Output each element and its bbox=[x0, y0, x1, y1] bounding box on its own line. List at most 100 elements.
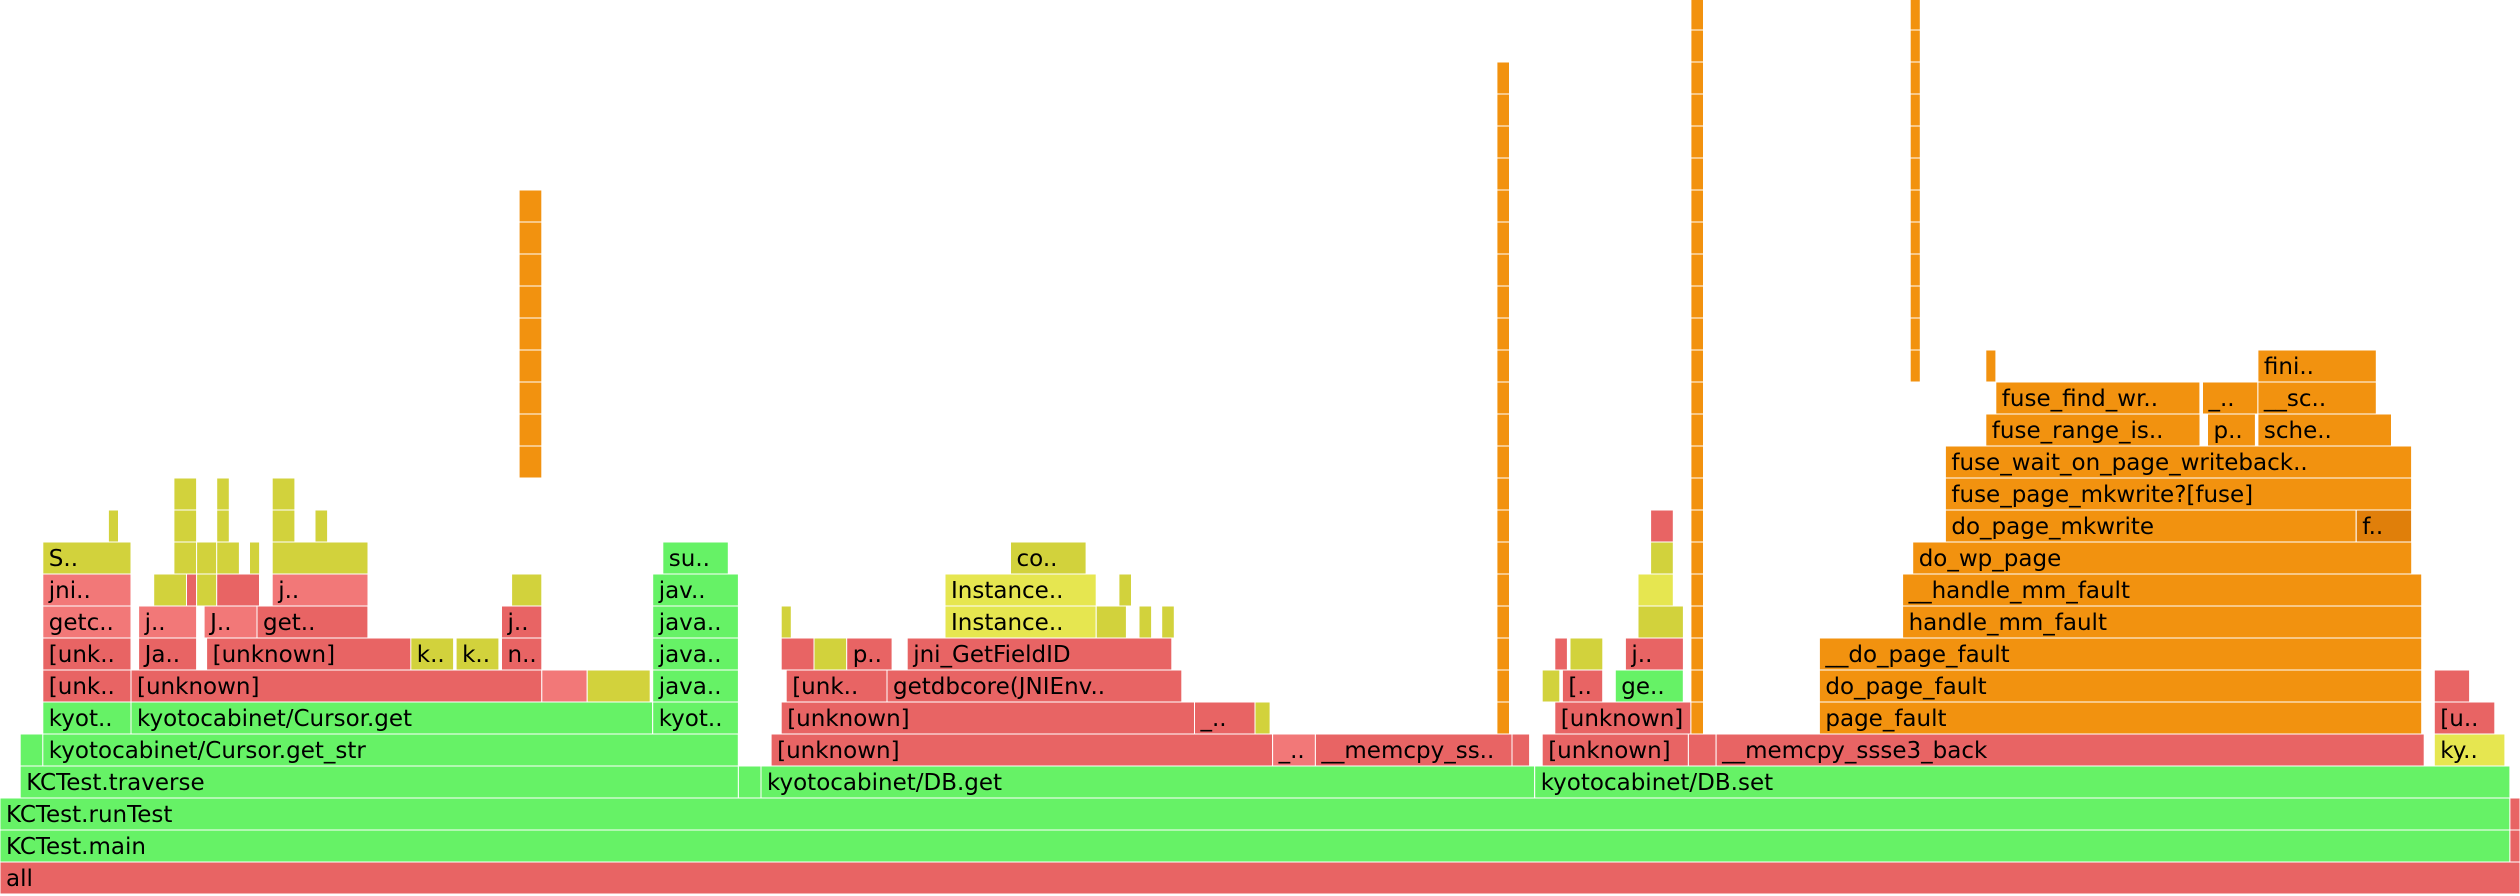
frame-rect[interactable] bbox=[813, 637, 848, 671]
frame-java[interactable]: java.. bbox=[652, 669, 739, 703]
frame-rect[interactable] bbox=[518, 253, 543, 287]
frame-frame[interactable] bbox=[1496, 93, 1511, 127]
frame-rect[interactable] bbox=[216, 573, 260, 607]
frame-rect[interactable] bbox=[1614, 669, 1684, 703]
frame-frame[interactable] bbox=[1690, 221, 1705, 255]
frame-rect[interactable] bbox=[1496, 605, 1511, 639]
frame-rect[interactable] bbox=[1690, 221, 1705, 255]
frame-sc[interactable]: __sc.. bbox=[2257, 381, 2377, 415]
frame-rect[interactable] bbox=[1690, 605, 1705, 639]
frame-j[interactable]: j.. bbox=[271, 573, 369, 607]
frame-j[interactable]: j.. bbox=[1624, 637, 1684, 671]
frame-frame[interactable] bbox=[1650, 509, 1674, 543]
frame-frame[interactable] bbox=[1690, 445, 1705, 479]
frame-rect[interactable] bbox=[1909, 285, 1921, 319]
frame-frame[interactable] bbox=[1496, 189, 1511, 223]
frame-frame[interactable] bbox=[1909, 221, 1921, 255]
frame-frame[interactable] bbox=[1496, 381, 1511, 415]
frame-frame[interactable] bbox=[1690, 29, 1705, 63]
frame-frame[interactable] bbox=[1690, 381, 1705, 415]
frame-frame[interactable] bbox=[1690, 477, 1705, 511]
frame-rect[interactable] bbox=[1496, 61, 1511, 95]
frame-j[interactable]: J.. bbox=[203, 605, 258, 639]
frame-frame[interactable] bbox=[1909, 349, 1921, 383]
frame-page-fault[interactable]: page_fault bbox=[1818, 701, 2423, 735]
frame-rect[interactable] bbox=[1254, 701, 1271, 735]
frame-rect[interactable] bbox=[2202, 381, 2259, 415]
frame-rect[interactable] bbox=[1909, 125, 1921, 159]
frame-rect[interactable] bbox=[1496, 445, 1511, 479]
frame-kctest-traverse[interactable]: KCTest.traverse bbox=[19, 765, 739, 799]
frame-fuse-range-is[interactable]: fuse_range_is.. bbox=[1985, 413, 2201, 447]
frame-rect[interactable] bbox=[42, 733, 739, 767]
frame-frame[interactable] bbox=[173, 477, 198, 511]
frame-frame[interactable] bbox=[1690, 125, 1705, 159]
frame-fini[interactable]: fini.. bbox=[2257, 349, 2377, 383]
frame-rect[interactable] bbox=[1161, 605, 1175, 639]
frame-rect[interactable] bbox=[1637, 605, 1684, 639]
frame-rect[interactable] bbox=[42, 701, 132, 735]
frame-rect[interactable] bbox=[1909, 93, 1921, 127]
frame-handle-mm-fault[interactable]: handle_mm_fault bbox=[1902, 605, 2423, 639]
frame-frame[interactable] bbox=[780, 605, 792, 639]
frame-frame[interactable] bbox=[1690, 285, 1705, 319]
frame-rect[interactable] bbox=[1624, 637, 1684, 671]
frame-frame[interactable] bbox=[2509, 797, 2520, 831]
frame-instance[interactable]: Instance.. bbox=[944, 573, 1097, 607]
frame-j[interactable]: j.. bbox=[138, 605, 198, 639]
frame-frame[interactable] bbox=[216, 509, 230, 543]
frame-frame[interactable] bbox=[1690, 413, 1705, 447]
frame-frame[interactable] bbox=[249, 541, 261, 575]
frame-frame[interactable] bbox=[511, 573, 543, 607]
frame-frame[interactable] bbox=[1496, 317, 1511, 351]
frame-rect[interactable] bbox=[1985, 413, 2201, 447]
frame-rect[interactable] bbox=[1909, 349, 1921, 383]
frame-rect[interactable] bbox=[518, 381, 543, 415]
frame-rect[interactable] bbox=[1496, 189, 1511, 223]
frame-rect[interactable] bbox=[173, 477, 198, 511]
frame-getdbcore-jnienv[interactable]: getdbcore(JNIEnv.. bbox=[886, 669, 1183, 703]
frame-frame[interactable] bbox=[518, 381, 543, 415]
frame-rect[interactable] bbox=[1496, 669, 1511, 703]
frame-rect[interactable] bbox=[1650, 541, 1674, 575]
frame-kyotocabinet-cursor-get[interactable]: kyotocabinet/Cursor.get bbox=[130, 701, 654, 735]
frame-frame[interactable] bbox=[196, 541, 218, 575]
frame-rect[interactable] bbox=[138, 637, 198, 671]
frame-rect[interactable] bbox=[1690, 445, 1705, 479]
frame-p[interactable]: p.. bbox=[846, 637, 893, 671]
frame-rect[interactable] bbox=[1690, 509, 1705, 543]
frame-all[interactable]: all bbox=[0, 861, 2520, 895]
frame-rect[interactable] bbox=[1690, 253, 1705, 287]
frame-frame[interactable] bbox=[1496, 637, 1511, 671]
frame-frame[interactable] bbox=[107, 509, 120, 543]
frame-do-page-fault[interactable]: do_page_fault bbox=[1818, 669, 2423, 703]
frame-rect[interactable] bbox=[271, 477, 296, 511]
frame-rect[interactable] bbox=[1909, 29, 1921, 63]
frame-rect[interactable] bbox=[518, 285, 543, 319]
frame-rect[interactable] bbox=[153, 573, 187, 607]
frame-kyotocabinet-db-set[interactable]: kyotocabinet/DB.set bbox=[1534, 765, 2511, 799]
frame-rect[interactable] bbox=[1944, 477, 2413, 511]
frame-frame[interactable] bbox=[1138, 605, 1153, 639]
frame-rect[interactable] bbox=[173, 541, 198, 575]
frame-frame[interactable] bbox=[1496, 477, 1511, 511]
frame-jni[interactable]: jni.. bbox=[42, 573, 132, 607]
frame-frame[interactable] bbox=[1161, 605, 1175, 639]
frame-ky[interactable]: ky.. bbox=[2433, 733, 2506, 767]
frame-rect[interactable] bbox=[944, 573, 1097, 607]
frame-rect[interactable] bbox=[1690, 541, 1705, 575]
frame-rect[interactable] bbox=[511, 573, 543, 607]
frame-rect[interactable] bbox=[1314, 733, 1513, 767]
frame-rect[interactable] bbox=[19, 765, 739, 799]
frame-rect[interactable] bbox=[1995, 381, 2201, 415]
frame-rect[interactable] bbox=[1715, 733, 2425, 767]
frame-frame[interactable] bbox=[1690, 349, 1705, 383]
frame-rect[interactable] bbox=[2257, 413, 2392, 447]
frame-rect[interactable] bbox=[1118, 573, 1133, 607]
frame-rect[interactable] bbox=[1985, 349, 1997, 383]
frame-frame[interactable]: _.. bbox=[2202, 381, 2259, 415]
frame-do-wp-page[interactable]: do_wp_page bbox=[1912, 541, 2413, 575]
frame-rect[interactable] bbox=[107, 509, 120, 543]
frame-frame[interactable] bbox=[586, 669, 651, 703]
frame-rect[interactable] bbox=[1554, 637, 1568, 671]
